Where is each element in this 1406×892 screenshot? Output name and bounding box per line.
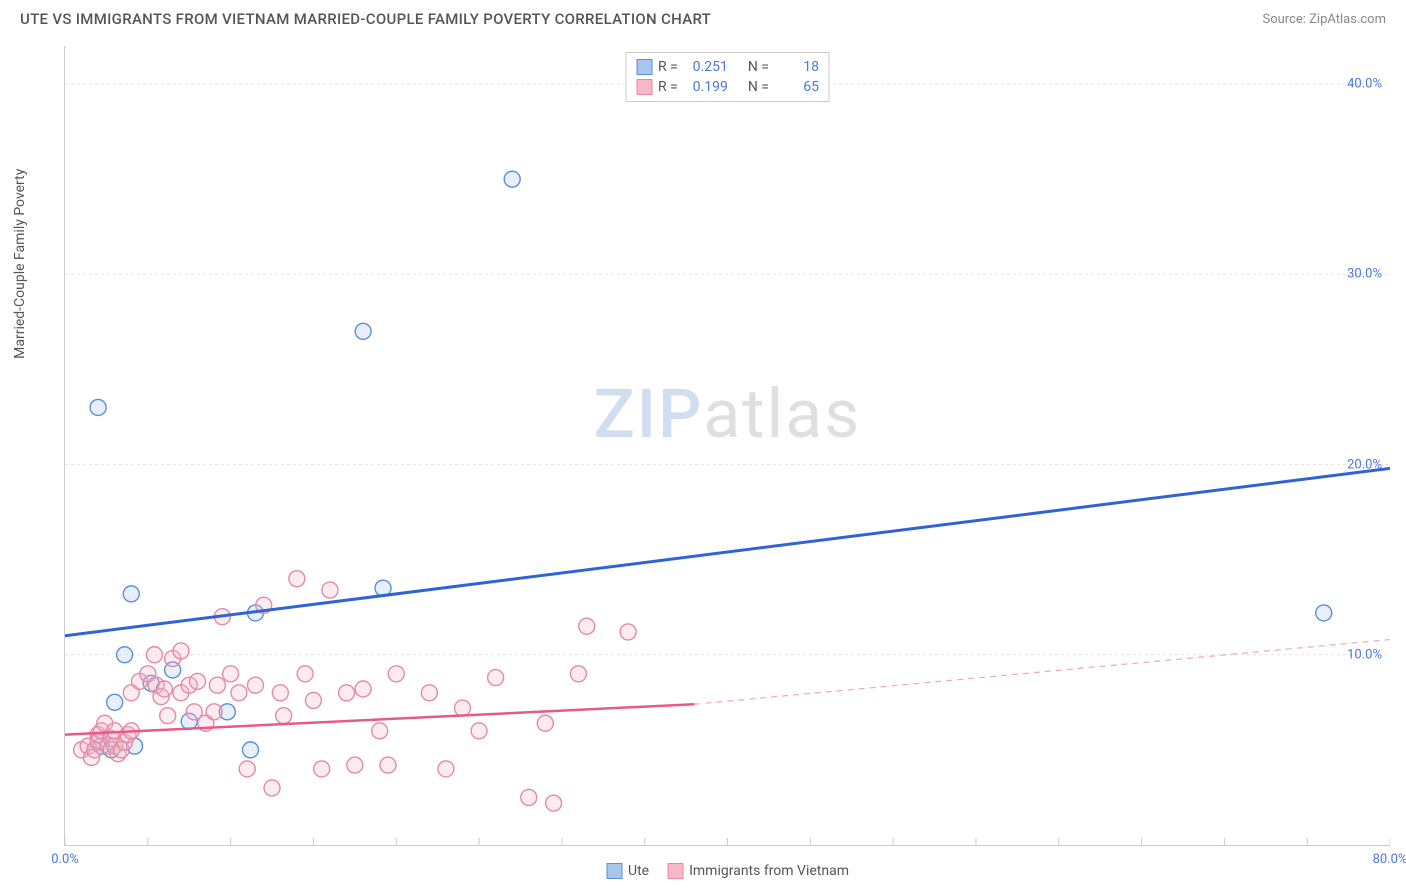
correlation-legend-row: R = 0.199 N = 65 [636,77,819,97]
x-tick-label: 80.0% [1373,852,1406,867]
x-tick-label: 0.0% [51,852,79,867]
n-value: 65 [775,79,819,95]
legend-swatch-icon [636,59,652,75]
series-legend-label: Ute [628,863,649,879]
scatter-plot-svg [65,46,1390,845]
n-label: N = [748,59,769,75]
chart-container: Married-Couple Family Poverty ZIPatlas R… [50,46,1390,846]
plot-area: ZIPatlas R = 0.251 N = 18 R = 0.199 N = … [64,46,1390,846]
y-tick-label: 40.0% [1347,77,1382,92]
y-axis-label: Married-Couple Family Poverty [12,169,28,359]
r-label: R = [658,79,678,95]
series-legend-item: Ute [606,863,649,879]
correlation-legend: R = 0.251 N = 18 R = 0.199 N = 65 [625,52,830,102]
r-value: 0.199 [684,79,728,95]
y-tick-label: 20.0% [1347,457,1382,472]
chart-source: Source: ZipAtlas.com [1262,12,1386,27]
series-legend-label: Immigrants from Vietnam [689,863,849,879]
legend-swatch-icon [606,863,622,879]
chart-title: UTE VS IMMIGRANTS FROM VIETNAM MARRIED-C… [20,10,711,28]
series-legend-item: Immigrants from Vietnam [667,863,849,879]
n-label: N = [748,79,769,95]
r-label: R = [658,59,678,75]
legend-swatch-icon [667,863,683,879]
correlation-legend-row: R = 0.251 N = 18 [636,57,819,77]
y-tick-label: 10.0% [1347,647,1382,662]
r-value: 0.251 [684,59,728,75]
legend-swatch-icon [636,79,652,95]
series-legend: Ute Immigrants from Vietnam [606,863,849,879]
y-tick-label: 30.0% [1347,267,1382,282]
chart-header: UTE VS IMMIGRANTS FROM VIETNAM MARRIED-C… [0,0,1406,34]
n-value: 18 [775,59,819,75]
